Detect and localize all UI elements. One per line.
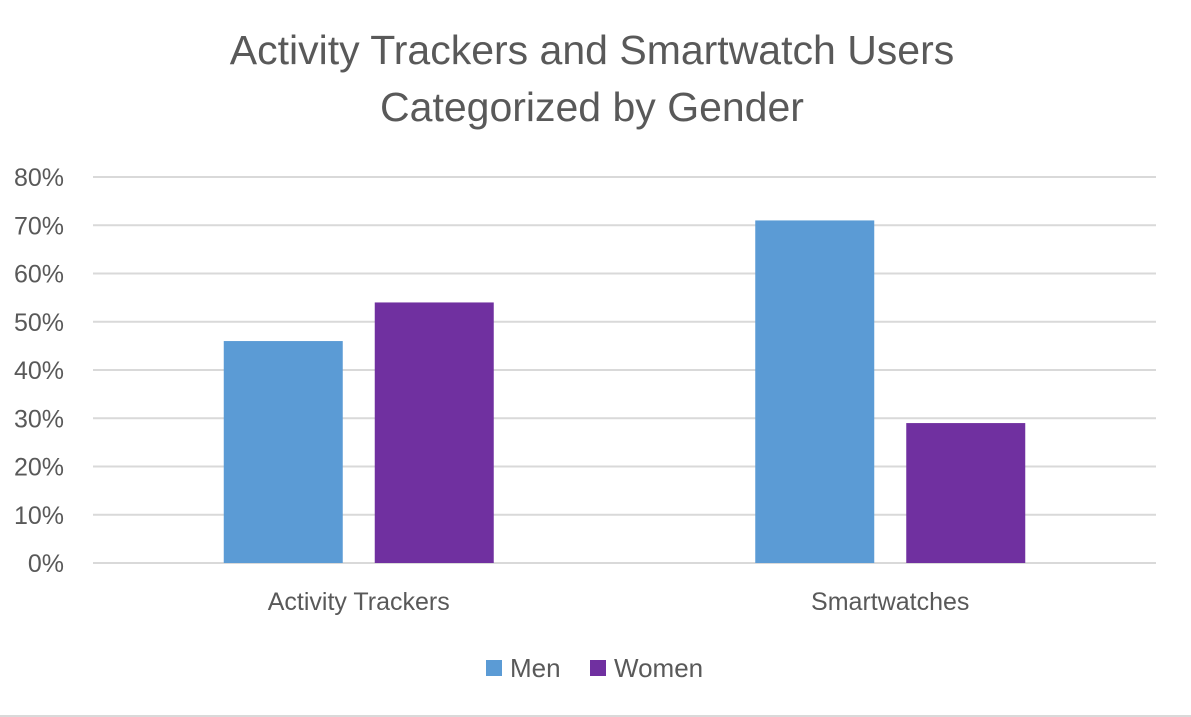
x-tick-label: Smartwatches [811, 588, 969, 616]
y-tick-label: 80% [14, 164, 64, 192]
legend: Men Women [486, 653, 703, 683]
y-tick-label: 0% [28, 550, 64, 578]
legend-swatch-men [486, 660, 502, 676]
y-tick-label: 70% [14, 212, 64, 240]
bar-men-activity-trackers [223, 341, 343, 563]
y-tick-label: 40% [14, 357, 64, 385]
frame-bottom-border [0, 715, 1191, 717]
legend-label-men: Men [510, 653, 561, 683]
bar-women-activity-trackers [374, 302, 494, 563]
y-tick-label: 10% [14, 502, 64, 530]
bars [223, 220, 1026, 564]
y-axis-ticks: 0% 10% 20% 30% 40% 50% 60% 70% 80% [14, 164, 64, 578]
legend-swatch-women [590, 660, 606, 676]
legend-label-women: Women [614, 653, 703, 683]
y-tick-label: 30% [14, 405, 64, 433]
chart-title-line-1: Activity Trackers and Smartwatch Users [230, 27, 955, 73]
x-axis-ticks: Activity Trackers Smartwatches [268, 588, 970, 616]
bar-men-smartwatches [755, 220, 875, 564]
y-tick-label: 60% [14, 261, 64, 289]
chart-title-line-2: Categorized by Gender [380, 84, 804, 130]
chart-title: Activity Trackers and Smartwatch Users Ca… [230, 27, 955, 130]
x-tick-label: Activity Trackers [268, 588, 450, 616]
y-tick-label: 20% [14, 454, 64, 482]
bar-women-smartwatches [906, 423, 1026, 563]
y-tick-label: 50% [14, 309, 64, 337]
